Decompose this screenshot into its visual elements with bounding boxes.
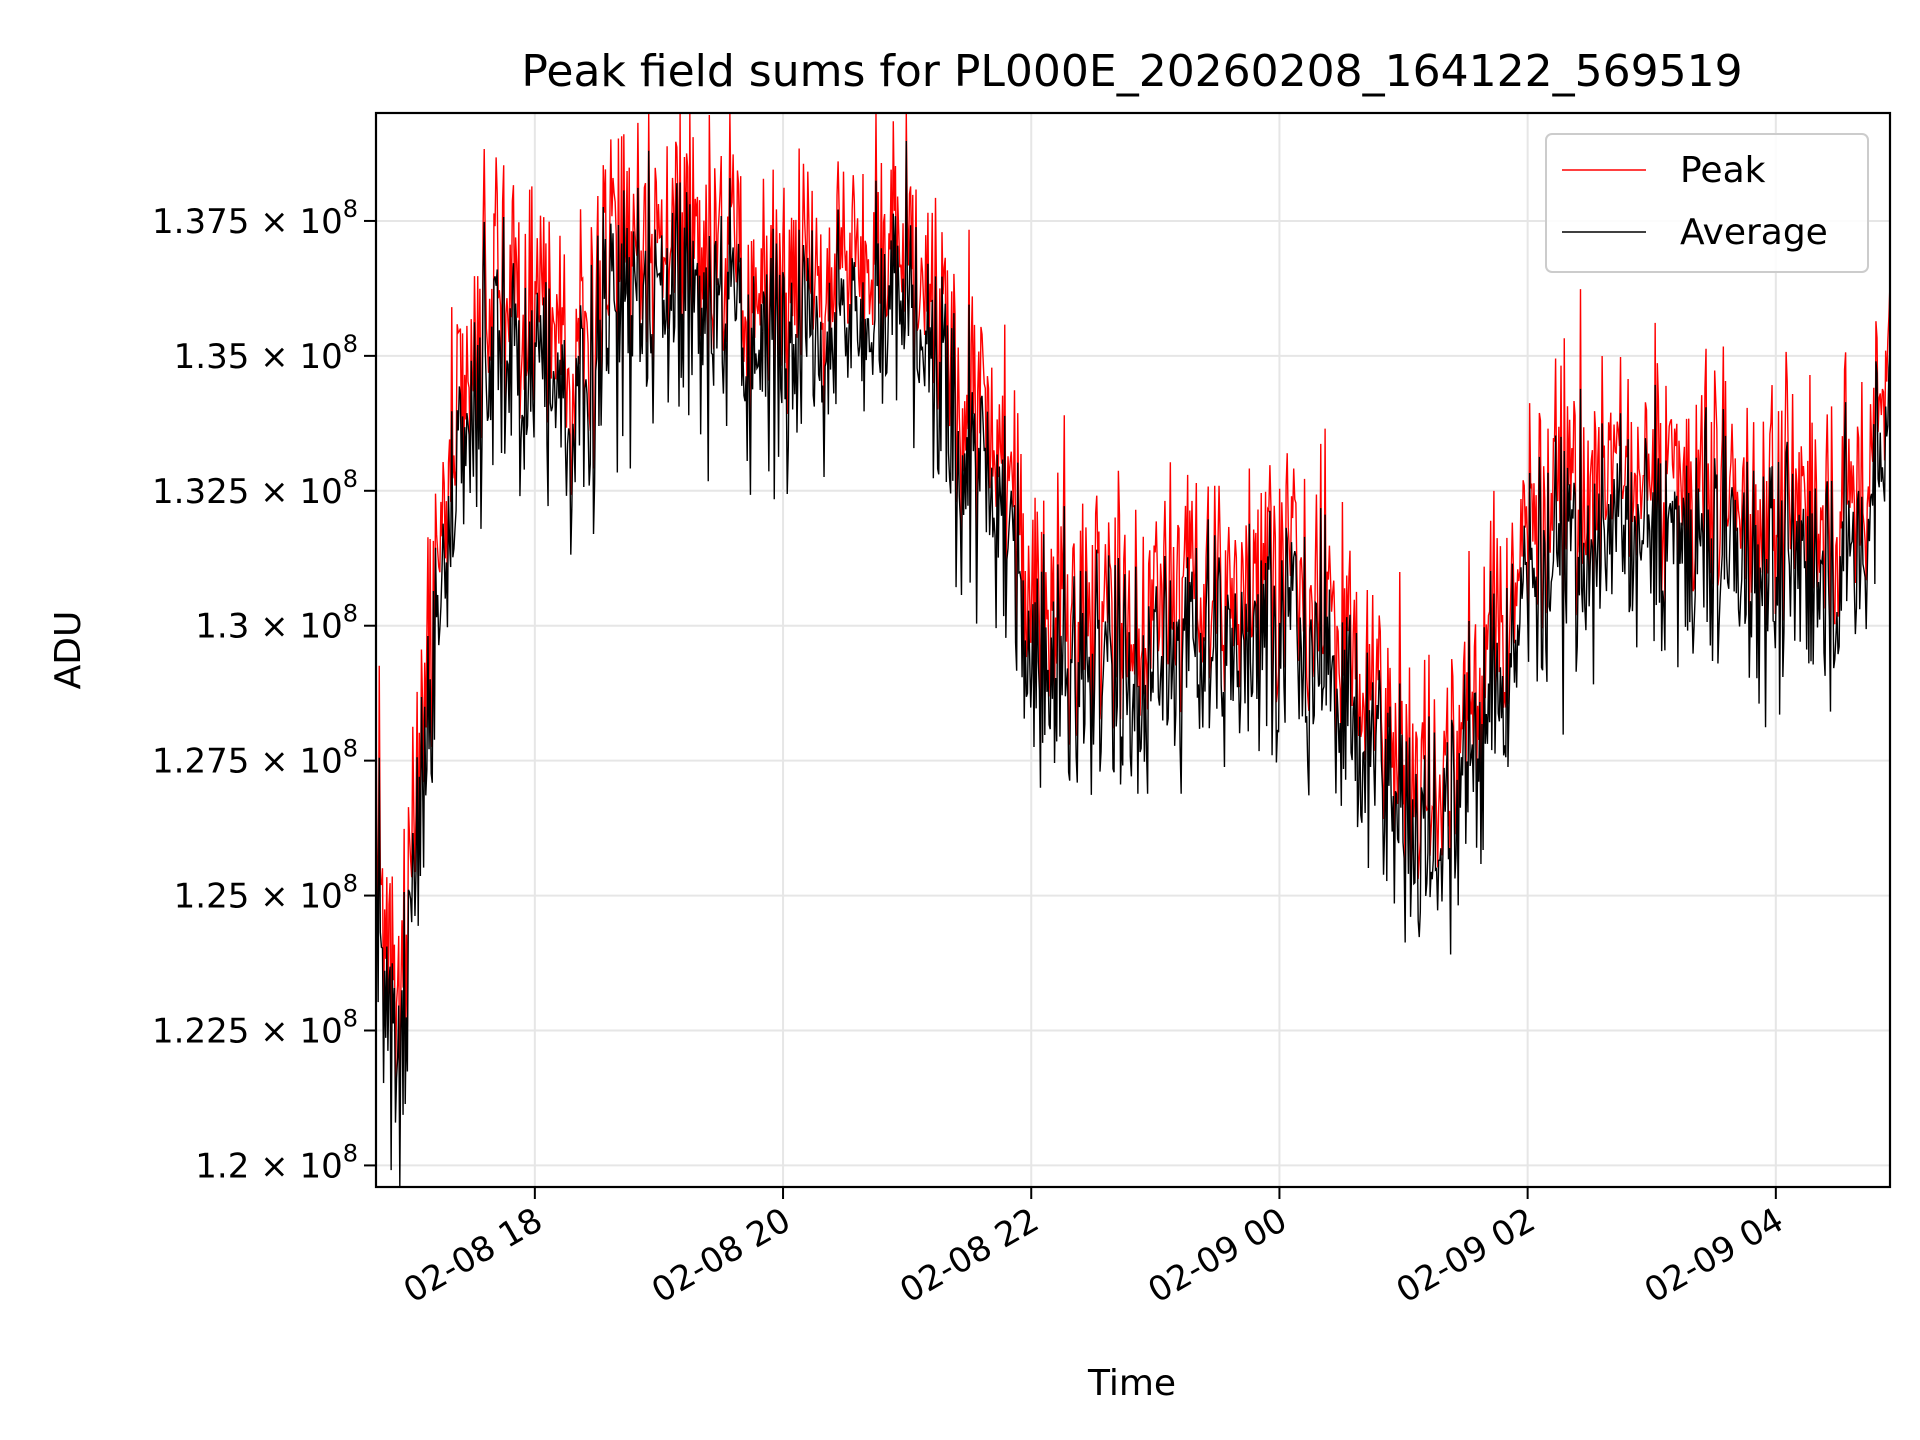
y-tick-exponent: 8	[343, 735, 358, 763]
y-tick-label: 1.375 × 108	[152, 195, 358, 242]
y-tick-mantissa: 1.225 × 10	[152, 1011, 343, 1051]
y-tick-mantissa: 1.35 × 10	[174, 337, 343, 377]
legend: Peak Average	[1545, 133, 1869, 273]
x-axis-label: Time	[1087, 1363, 1176, 1404]
legend-label-peak: Peak	[1680, 150, 1766, 191]
y-tick-label: 1.25 × 108	[174, 870, 358, 917]
y-tick-mantissa: 1.325 × 10	[152, 472, 343, 512]
legend-label-average: Average	[1680, 212, 1828, 253]
y-tick-exponent: 8	[343, 1139, 358, 1167]
series-line-average	[375, 141, 1891, 1188]
y-tick-mantissa: 1.2 × 10	[195, 1146, 342, 1186]
y-tick-exponent: 8	[343, 195, 358, 223]
plot-frame	[374, 111, 1892, 1189]
y-tick-exponent: 8	[343, 600, 358, 628]
y-tick-label: 1.275 × 108	[152, 735, 358, 782]
y-tick-exponent: 8	[343, 330, 358, 358]
y-tick-label: 1.325 × 108	[152, 465, 358, 512]
y-tick-exponent: 8	[343, 870, 358, 898]
y-tick-mantissa: 1.25 × 10	[174, 877, 343, 917]
y-tick-label: 1.3 × 108	[195, 600, 358, 647]
y-tick-mantissa: 1.275 × 10	[152, 742, 343, 782]
legend-box	[1545, 133, 1869, 273]
y-tick-label: 1.2 × 108	[195, 1139, 358, 1186]
chart-title: Peak field sums for PL000E_20260208_1641…	[521, 46, 1742, 97]
series-layer	[375, 112, 1891, 1188]
y-tick-label: 1.35 × 108	[174, 330, 358, 377]
y-tick-mantissa: 1.375 × 10	[152, 202, 343, 242]
y-axis-label: ADU	[48, 611, 89, 690]
y-tick-exponent: 8	[343, 465, 358, 493]
y-tick-mantissa: 1.3 × 10	[195, 607, 342, 647]
y-tick-label: 1.225 × 108	[152, 1004, 358, 1051]
y-tick-exponent: 8	[343, 1004, 358, 1032]
